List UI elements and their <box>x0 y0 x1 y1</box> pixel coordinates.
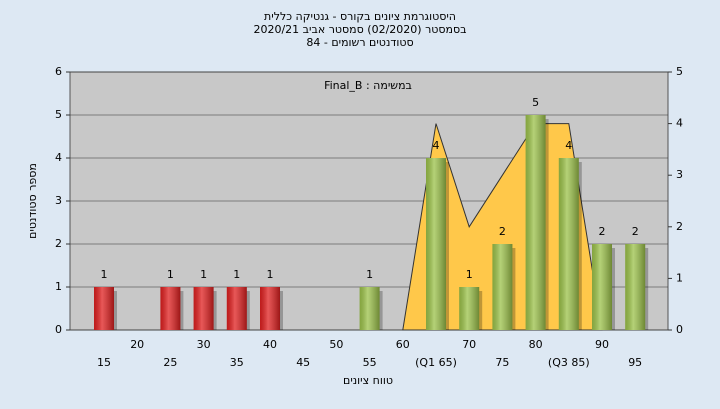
bar-shade <box>160 287 181 330</box>
y2-tick-label: 5 <box>676 65 683 78</box>
x-tick-label: 90 <box>595 338 609 351</box>
x-tick-label: 50 <box>329 338 343 351</box>
value-label: 1 <box>267 268 274 281</box>
bar-shade <box>226 287 247 330</box>
value-label: 1 <box>366 268 373 281</box>
value-label: 1 <box>200 268 207 281</box>
x-tick-label: 15 <box>97 356 111 369</box>
y-tick-label: 3 <box>55 194 62 207</box>
value-label: 1 <box>466 268 473 281</box>
x-tick-label: 30 <box>197 338 211 351</box>
x-tick-label: 35 <box>230 356 244 369</box>
bar-shade <box>94 287 114 330</box>
x-tick-label: 45 <box>296 356 310 369</box>
bar-shade <box>260 287 280 330</box>
value-label: 1 <box>233 268 240 281</box>
value-label: 2 <box>632 225 639 238</box>
x-tick-label: (Q1 65) <box>415 356 457 369</box>
value-label: 1 <box>167 268 174 281</box>
y2-tick-label: 1 <box>676 271 683 284</box>
y-tick-label: 5 <box>55 108 62 121</box>
x-tick-label: 60 <box>396 338 410 351</box>
title-line: בסמסטר (02/2020) סמסטר אביב 2020/21 <box>253 23 466 36</box>
bar-shade <box>359 287 380 330</box>
y-tick-label: 0 <box>55 323 62 336</box>
y2-tick-label: 0 <box>676 323 683 336</box>
x-tick-label: 55 <box>363 356 377 369</box>
bar-shade <box>558 158 579 330</box>
x-tick-label: 40 <box>263 338 277 351</box>
x-tick-label: 25 <box>163 356 177 369</box>
value-label: 4 <box>565 139 572 152</box>
title-line: סטודנטים רשומים - 84 <box>306 36 413 49</box>
x-tick-label: 70 <box>462 338 476 351</box>
value-label: 2 <box>599 225 606 238</box>
y2-tick-label: 3 <box>676 168 683 181</box>
x-tick-label: 95 <box>628 356 642 369</box>
bar-shade <box>625 244 646 330</box>
bar-shade <box>592 244 612 330</box>
bar-shade <box>525 115 546 330</box>
y-axis-label: מספר סטודנטים <box>26 163 39 239</box>
x-tick-label: 80 <box>529 338 543 351</box>
title-line: היסטוגרמת ציונים בקורס - גנטיקה כללית <box>264 10 456 23</box>
y-tick-label: 6 <box>55 65 62 78</box>
y2-tick-label: 2 <box>676 220 683 233</box>
value-label: 2 <box>499 225 506 238</box>
y-tick-label: 4 <box>55 151 62 164</box>
value-label: 5 <box>532 96 539 109</box>
bar-shade <box>426 158 446 330</box>
bar-shade <box>193 287 214 330</box>
bar-shade <box>459 287 480 330</box>
x-tick-label: 75 <box>495 356 509 369</box>
value-label: 4 <box>433 139 440 152</box>
y2-tick-label: 4 <box>676 117 683 130</box>
value-label: 1 <box>101 268 108 281</box>
annotation: Final_B : במשימה <box>324 79 412 92</box>
y-tick-label: 1 <box>55 280 62 293</box>
x-tick-label: 20 <box>130 338 144 351</box>
bar-shade <box>492 244 513 330</box>
x-axis-label: טווח ציונים <box>343 374 393 387</box>
y-tick-label: 2 <box>55 237 62 250</box>
x-tick-label: (Q3 85) <box>548 356 590 369</box>
